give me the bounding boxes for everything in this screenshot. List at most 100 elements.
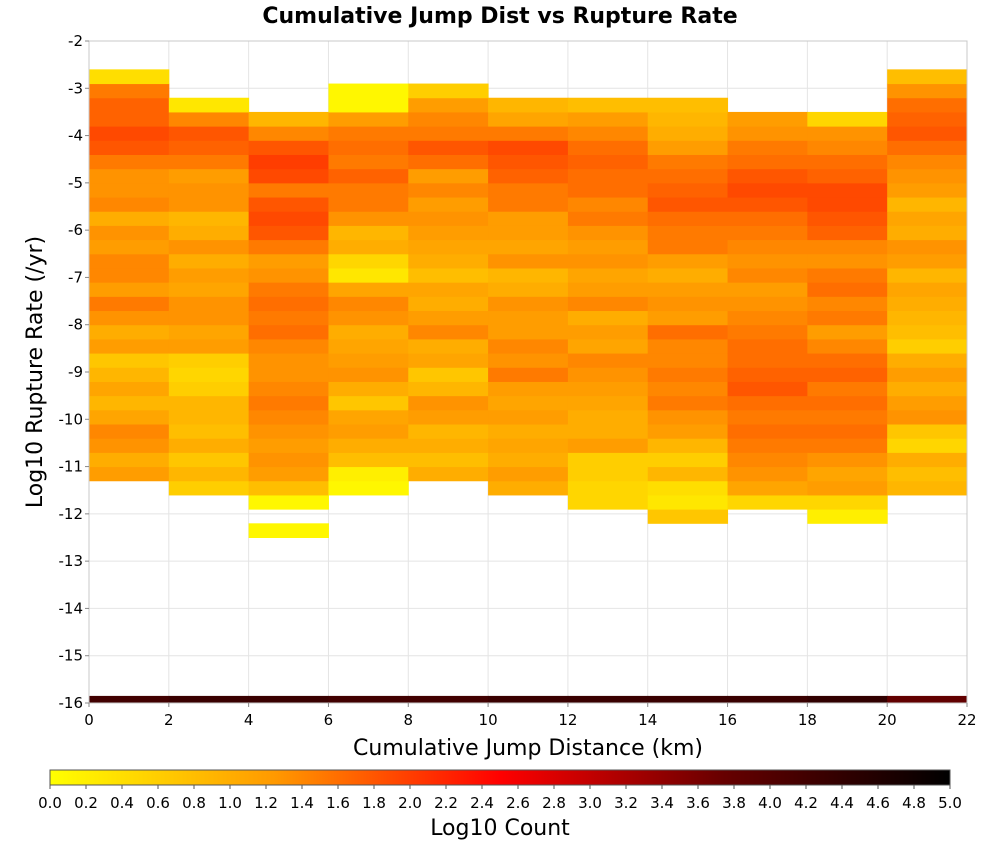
heatmap-cell	[887, 466, 968, 482]
heatmap-cell	[248, 140, 329, 155]
heatmap-cell	[647, 225, 729, 241]
heatmap-cell	[168, 409, 250, 425]
heatmap-cell	[89, 168, 170, 184]
heatmap-cell	[727, 424, 808, 439]
heatmap-cell	[328, 438, 409, 453]
heatmap-cell	[408, 381, 489, 397]
heatmap-cell	[488, 154, 569, 170]
heatmap-cell	[807, 211, 888, 226]
heatmap-cell	[248, 168, 329, 184]
heatmap-cell	[727, 296, 808, 312]
heatmap-cell	[567, 211, 649, 226]
heatmap-cell	[887, 83, 968, 99]
x-tick-label: 16	[718, 711, 737, 729]
heatmap-cell	[408, 695, 489, 703]
heatmap-cell	[887, 197, 968, 212]
heatmap-cell	[807, 140, 888, 155]
colorbar-tick-label: 0.4	[110, 794, 134, 812]
heatmap-cell	[887, 154, 968, 170]
heatmap-cell	[89, 182, 170, 198]
heatmap-cell	[408, 310, 489, 326]
colorbar-tick-label: 3.0	[578, 794, 602, 812]
colorbar-tick-label: 4.6	[866, 794, 890, 812]
heatmap-cell	[328, 253, 409, 269]
heatmap-cell	[727, 338, 808, 354]
heatmap-cell	[328, 381, 409, 397]
heatmap-cell	[89, 154, 170, 170]
heatmap-cell	[488, 182, 569, 198]
heatmap-cell	[328, 154, 409, 170]
heatmap-cell	[328, 140, 409, 155]
heatmap-cell	[647, 97, 729, 113]
y-tick-label: -14	[59, 599, 84, 617]
heatmap-cell	[89, 126, 170, 141]
heatmap-cell	[89, 695, 170, 703]
heatmap-cell	[647, 282, 729, 297]
heatmap-cell	[328, 310, 409, 326]
heatmap-cell	[727, 168, 808, 184]
heatmap-cell	[567, 452, 649, 468]
heatmap-cell	[328, 126, 409, 141]
heatmap-cell	[647, 253, 729, 269]
colorbar-tick-label: 4.8	[902, 794, 926, 812]
heatmap-cell	[168, 367, 250, 382]
heatmap-cell	[168, 225, 250, 241]
heatmap-cell	[567, 225, 649, 241]
heatmap-cell	[248, 225, 329, 241]
heatmap-cell	[248, 111, 329, 127]
heatmap-cell	[727, 111, 808, 127]
heatmap-cell	[887, 395, 968, 411]
heatmap-cell	[168, 126, 250, 141]
heatmap-cell	[488, 97, 569, 113]
heatmap-cell	[488, 239, 569, 255]
colorbar-tick-label: 2.8	[542, 794, 566, 812]
heatmap-cell	[807, 695, 888, 703]
heatmap-cell	[647, 154, 729, 170]
heatmap-cell	[647, 395, 729, 411]
heatmap-cell	[488, 695, 569, 703]
heatmap-cell	[488, 424, 569, 439]
heatmap-cell	[727, 381, 808, 397]
heatmap-cell	[647, 424, 729, 439]
heatmap-cell	[807, 381, 888, 397]
heatmap-cell	[807, 353, 888, 368]
heatmap-cell	[727, 267, 808, 283]
heatmap-cell	[647, 466, 729, 482]
heatmap-cell	[727, 253, 808, 269]
heatmap-cell	[727, 310, 808, 326]
heatmap-cell	[567, 695, 649, 703]
heatmap-cell	[807, 267, 888, 283]
heatmap-cell	[168, 267, 250, 283]
colorbar-ticks: 0.0 0.2 0.4 0.6 0.8 1.0 1.2 1.4 1.6 1.8 2.0 2.2 2.4 2…	[38, 785, 962, 812]
heatmap-cell	[248, 154, 329, 170]
heatmap-cell	[887, 182, 968, 198]
heatmap-cell	[328, 168, 409, 184]
colorbar-tick-label: 0.0	[38, 794, 62, 812]
heatmap-cell	[807, 409, 888, 425]
heatmap-cell	[567, 296, 649, 312]
heatmap-cell	[567, 438, 649, 453]
heatmap-cell	[89, 381, 170, 397]
heatmap-cell	[168, 197, 250, 212]
heatmap-cell	[248, 324, 329, 340]
heatmap-cell	[248, 267, 329, 283]
heatmap-cell	[887, 480, 968, 496]
heatmap-cell	[567, 409, 649, 425]
heatmap-cell	[807, 310, 888, 326]
heatmap-cell	[89, 83, 170, 99]
heatmap-cell	[647, 452, 729, 468]
heatmap-cell	[408, 353, 489, 368]
heatmap-cell	[408, 424, 489, 439]
heatmap-cell	[647, 480, 729, 496]
heatmap-cell	[647, 509, 729, 524]
colorbar-tick-label: 0.6	[146, 794, 170, 812]
heatmap-cell	[727, 225, 808, 241]
heatmap-cell	[807, 509, 888, 524]
heatmap-cell	[567, 395, 649, 411]
heatmap-cell	[488, 310, 569, 326]
heatmap-cell	[89, 239, 170, 255]
heatmap-cell	[647, 353, 729, 368]
heatmap-cell	[168, 338, 250, 354]
heatmap-cell	[647, 494, 729, 510]
heatmap-cell	[807, 282, 888, 297]
